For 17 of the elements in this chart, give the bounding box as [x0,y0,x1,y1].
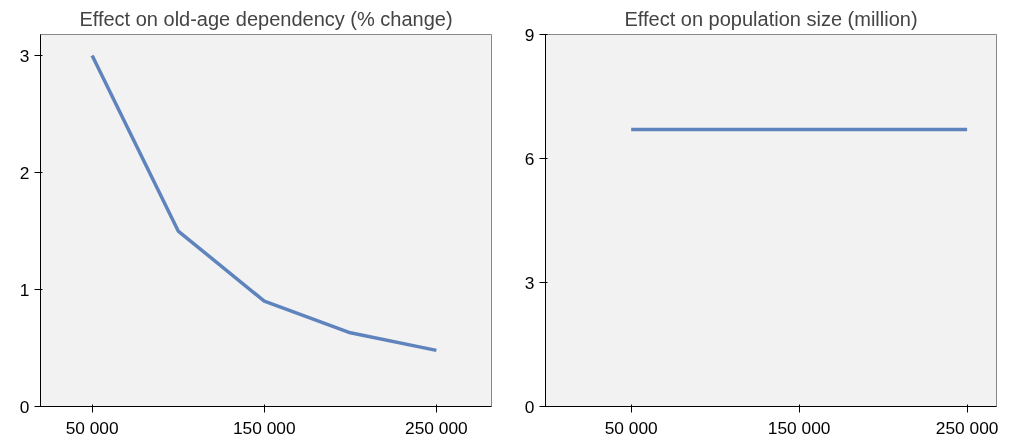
line-series [90,53,439,353]
chart-title: Effect on old‑age dependency (% change) [79,7,453,30]
y-tick-label: 6 [524,148,535,169]
chart-title: Effect on population size (million) [624,7,918,30]
x-tick-label: 250 000 [405,417,468,438]
y-tick-label: 0 [524,396,535,417]
x-tick-label: 150 000 [232,417,296,438]
y-tick-label: 3 [19,45,30,66]
x-tick-label: 50 000 [65,417,119,438]
y-tick-label: 0 [19,396,30,417]
x-tick-label: 250 000 [935,417,999,438]
x-tick-label: 50 000 [604,417,658,438]
x-tick-label: 150 000 [767,417,831,438]
y-tick-label: 3 [524,272,535,293]
y-tick-label: 2 [19,162,30,183]
y-tick-label: 9 [524,24,535,45]
y-tick-label: 1 [19,279,30,300]
